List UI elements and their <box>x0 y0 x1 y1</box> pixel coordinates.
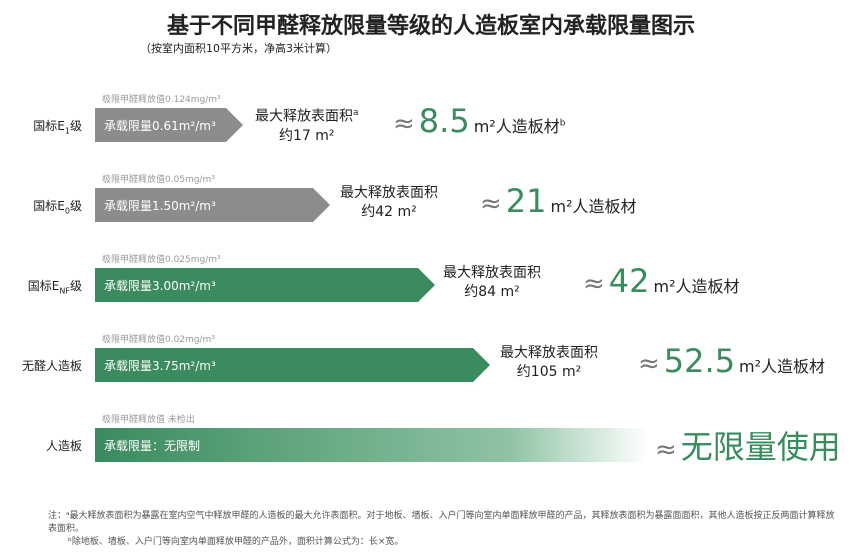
result-value: 8.5 <box>418 102 470 140</box>
capacity: 承载限量3.75m²/m³ <box>104 359 216 373</box>
area-title: 最大释放表面积 <box>443 265 541 281</box>
label-text: 无醛人造板 <box>21 359 82 373</box>
approx: ≈ <box>583 269 605 299</box>
result-unit: m²人造板材 <box>473 117 560 136</box>
arrow <box>95 188 330 222</box>
label-text: 人造板 <box>45 439 82 453</box>
label-text: 国标E <box>33 119 65 133</box>
arrow <box>95 108 243 142</box>
capacity: 承载限量3.00m²/m³ <box>104 279 216 293</box>
row-label: 人造板 <box>0 437 82 454</box>
area-title: 最大释放表面积 <box>255 108 353 125</box>
capacity: 承载限量0.61m²/m³ <box>104 119 216 133</box>
label-sub: 0 <box>64 206 70 216</box>
notes: 注：ᵃ最大释放表面积为暴露在室内空气中释放甲醛的人造板的最大允许表面积。对于地板… <box>48 510 838 549</box>
result: ≈42 m²人造板材 <box>583 262 740 300</box>
note-prefix: 注： <box>48 511 67 521</box>
capacity: 承载限量1.50m²/m³ <box>104 199 216 213</box>
title: 基于不同甲醛释放限量等级的人造板室内承载限量图示 <box>166 14 695 39</box>
label-end: 级 <box>69 199 82 213</box>
area-value: 约84 m² <box>464 284 520 300</box>
area-note: a <box>353 108 359 118</box>
approx: ≈ <box>393 109 415 139</box>
area: 最大释放表面积 约42 m² <box>340 184 438 222</box>
approx: ≈ <box>480 189 502 219</box>
label-sub: 1 <box>64 126 70 136</box>
result-value: 42 <box>608 262 650 300</box>
result: ≈21 m²人造板材 <box>480 182 637 220</box>
note: ᵇ除地板、墙板、入户门等向室内单面释放甲醛的产品外，面积计算公式为：长×宽。 <box>68 537 404 547</box>
area-value: 约105 m² <box>516 364 582 380</box>
label-sub: NF <box>59 286 70 296</box>
label-end: 级 <box>69 279 82 293</box>
result-value: 无限量使用 <box>680 428 841 466</box>
result-unit: m²人造板材 <box>550 197 637 216</box>
row-label: 国标ENF级 <box>0 277 82 295</box>
result-value: 52.5 <box>663 342 736 380</box>
arrow <box>95 268 435 302</box>
limit-caption: 极限甲醛释放值 未检出 <box>102 415 195 425</box>
note: ᵃ最大释放表面积为暴露在室内空气中释放甲醛的人造板的最大允许表面积。对于地板、墙… <box>48 511 835 534</box>
area-value: 约42 m² <box>361 204 417 220</box>
row-label: 国标E1级 <box>0 117 82 135</box>
area-title: 最大释放表面积 <box>500 345 598 361</box>
limit-caption: 极限甲醛释放值0.025mg/m³ <box>102 255 221 265</box>
area: 最大释放表面积a 约17 m² <box>255 104 359 146</box>
row-label: 国标E0级 <box>0 197 82 215</box>
capacity: 承载限量：无限制 <box>104 439 201 453</box>
result: ≈8.5 m²人造板材b <box>393 102 565 140</box>
limit-caption: 极限甲醛释放值0.05mg/m³ <box>102 175 215 185</box>
label-end: 级 <box>69 119 82 133</box>
limit-caption: 极限甲醛释放值0.124mg/m³ <box>102 95 221 105</box>
approx: ≈ <box>655 435 677 465</box>
area: 最大释放表面积 约84 m² <box>443 264 541 302</box>
row-label: 无醛人造板 <box>0 357 82 374</box>
result-value: 21 <box>505 182 547 220</box>
result-unit: m²人造板材 <box>739 357 826 376</box>
result-note: b <box>559 118 566 129</box>
approx: ≈ <box>638 349 660 379</box>
result: ≈52.5 m²人造板材 <box>638 342 825 380</box>
result: ≈ 无限量使用 <box>655 422 845 468</box>
area-title: 最大释放表面积 <box>340 185 438 201</box>
limit-caption: 极限甲醛释放值0.02mg/m³ <box>102 335 215 345</box>
arrow <box>95 428 648 462</box>
result-unit: m²人造板材 <box>653 277 740 296</box>
label-text: 国标E <box>33 199 65 213</box>
area-value: 约17 m² <box>279 127 335 144</box>
area: 最大释放表面积 约105 m² <box>500 344 598 382</box>
arrow <box>95 348 490 382</box>
label-text: 国标E <box>27 279 60 293</box>
subtitle: （按室内面积10平方米，净高3米计算） <box>140 42 337 55</box>
